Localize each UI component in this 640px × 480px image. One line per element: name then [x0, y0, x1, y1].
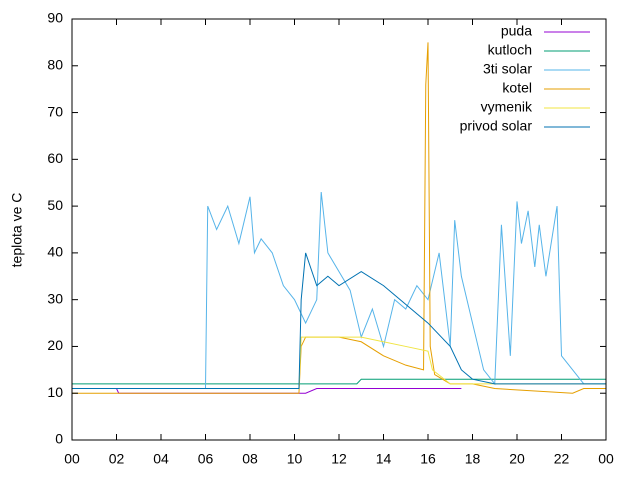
y-tick-label: 0 — [55, 431, 63, 447]
x-tick-label: 12 — [331, 451, 347, 467]
legend-label: 3ti solar — [483, 61, 532, 77]
x-tick-label: 04 — [153, 451, 169, 467]
y-tick-label: 60 — [47, 150, 63, 166]
y-tick-label: 80 — [47, 56, 63, 72]
y-tick-label: 70 — [47, 103, 63, 119]
series-line — [72, 378, 606, 385]
x-tick-label: 22 — [554, 451, 570, 467]
x-tick-label: 02 — [109, 451, 125, 467]
legend-label: kutloch — [488, 42, 532, 58]
legend-label: privod solar — [460, 118, 533, 134]
x-tick-label: 08 — [242, 451, 258, 467]
y-tick-label: 90 — [47, 10, 63, 26]
legend-label: kotel — [502, 80, 532, 96]
y-tick-label: 40 — [47, 244, 63, 260]
y-tick-label: 20 — [47, 337, 63, 353]
legend-label: vymenik — [481, 99, 533, 115]
series-line — [72, 252, 606, 390]
y-tick-label: 30 — [47, 290, 63, 306]
x-tick-label: 00 — [64, 451, 80, 467]
x-tick-label: 00 — [598, 451, 614, 467]
x-tick-label: 18 — [465, 451, 481, 467]
x-tick-label: 16 — [420, 451, 436, 467]
series-line — [72, 388, 462, 394]
y-tick-label: 10 — [47, 384, 63, 400]
y-axis-label: teplota ve C — [9, 193, 25, 268]
x-tick-label: 10 — [287, 451, 303, 467]
x-tick-label: 20 — [509, 451, 525, 467]
x-tick-label: 06 — [198, 451, 214, 467]
legend-label: puda — [501, 23, 532, 39]
y-tick-label: 50 — [47, 197, 63, 213]
x-tick-label: 14 — [376, 451, 392, 467]
series-line — [72, 336, 606, 390]
series-line — [72, 192, 606, 390]
